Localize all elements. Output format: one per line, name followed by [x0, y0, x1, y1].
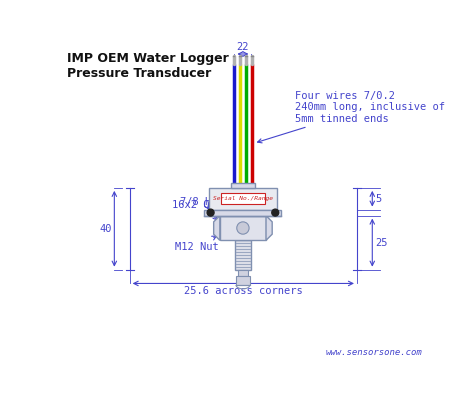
Text: 16x2 O-ring: 16x2 O-ring — [172, 200, 241, 210]
Text: 5: 5 — [375, 194, 382, 204]
Text: 40: 40 — [100, 224, 112, 234]
Text: 25: 25 — [375, 238, 388, 247]
Bar — [235, 240, 251, 270]
Circle shape — [237, 222, 249, 234]
Bar — [237, 270, 248, 276]
Text: Four wires 7/0.2
240mm long, inclusive of
5mm tinned ends: Four wires 7/0.2 240mm long, inclusive o… — [257, 91, 445, 143]
Text: 25.6 across corners: 25.6 across corners — [184, 286, 303, 296]
Polygon shape — [214, 216, 220, 240]
Circle shape — [272, 209, 279, 216]
Bar — [220, 193, 265, 204]
Text: 22: 22 — [237, 43, 249, 53]
Text: 7/8 Hex: 7/8 Hex — [180, 197, 224, 220]
Text: Serial No./Range: Serial No./Range — [213, 196, 273, 201]
Bar — [220, 216, 266, 240]
Bar — [209, 188, 277, 209]
Bar — [231, 183, 255, 188]
Polygon shape — [266, 216, 272, 240]
Bar — [204, 209, 282, 216]
Text: IMP OEM Water Logger
Pressure Transducer: IMP OEM Water Logger Pressure Transducer — [66, 53, 228, 81]
Circle shape — [207, 209, 214, 216]
Text: www.sensorsone.com: www.sensorsone.com — [326, 347, 422, 356]
Bar — [236, 276, 250, 285]
Text: M12 Nut: M12 Nut — [175, 236, 219, 252]
